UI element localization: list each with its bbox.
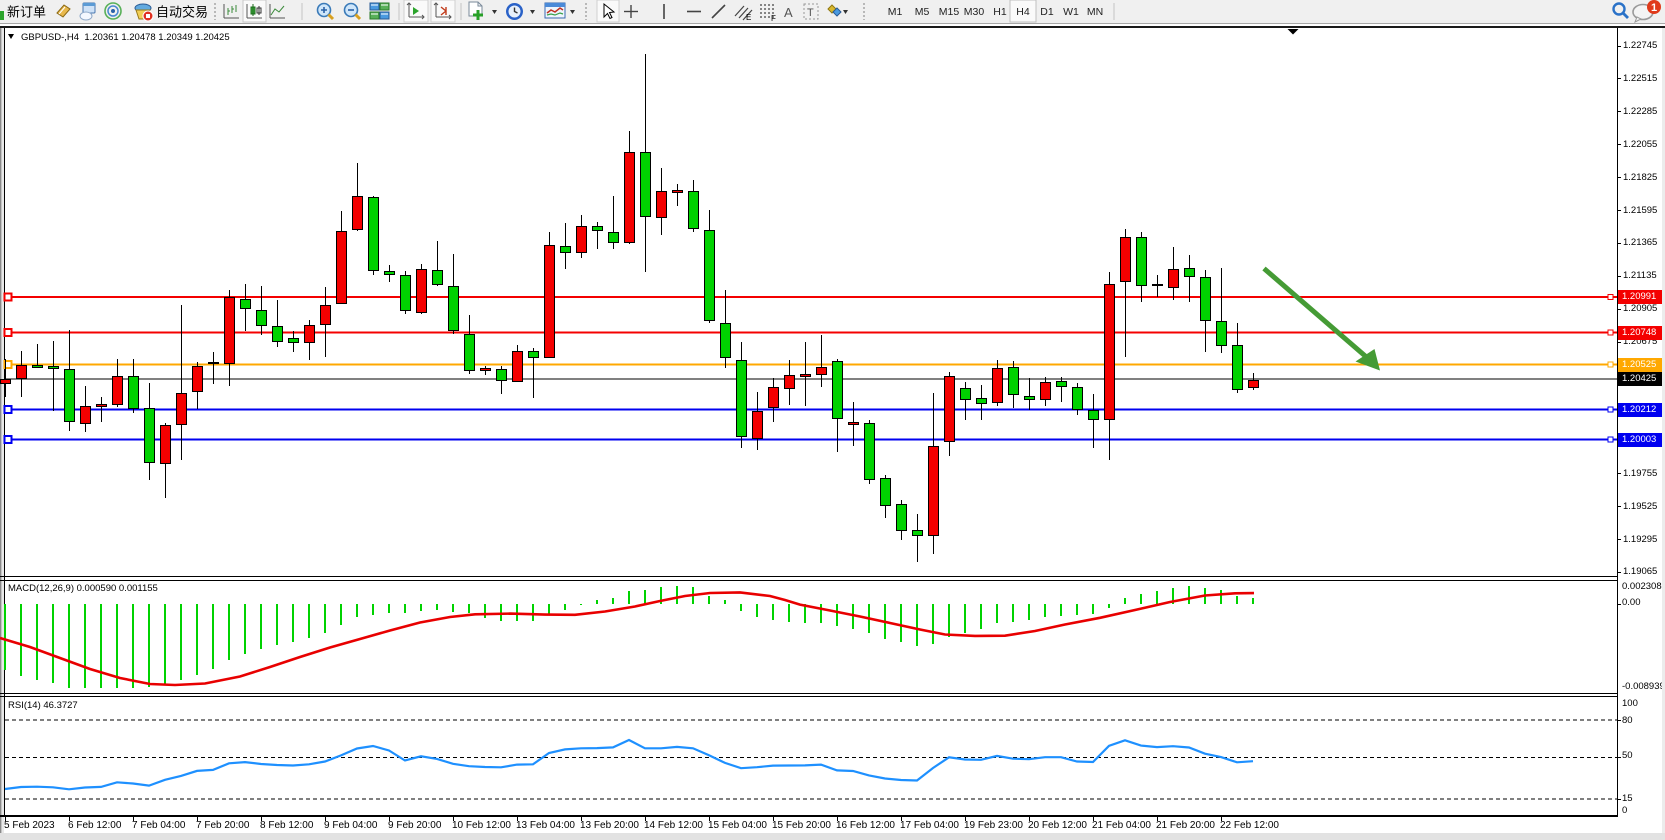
svg-text:D1: D1 <box>1040 6 1054 18</box>
svg-text:新订单: 新订单 <box>7 5 46 20</box>
svg-text:自动交易: 自动交易 <box>156 5 208 20</box>
svg-text:1: 1 <box>1651 2 1657 14</box>
svg-text:E: E <box>746 13 751 22</box>
svg-text:W1: W1 <box>1063 6 1079 18</box>
svg-text:H4: H4 <box>1016 6 1030 18</box>
svg-text:A: A <box>784 5 793 20</box>
svg-text:M15: M15 <box>939 6 960 18</box>
svg-text:MN: MN <box>1087 6 1103 18</box>
svg-text:M30: M30 <box>964 6 985 18</box>
svg-text:M1: M1 <box>888 6 903 18</box>
svg-text:H1: H1 <box>993 6 1007 18</box>
svg-text:M5: M5 <box>915 6 930 18</box>
svg-text:F: F <box>771 14 776 23</box>
svg-text:T: T <box>807 7 814 19</box>
